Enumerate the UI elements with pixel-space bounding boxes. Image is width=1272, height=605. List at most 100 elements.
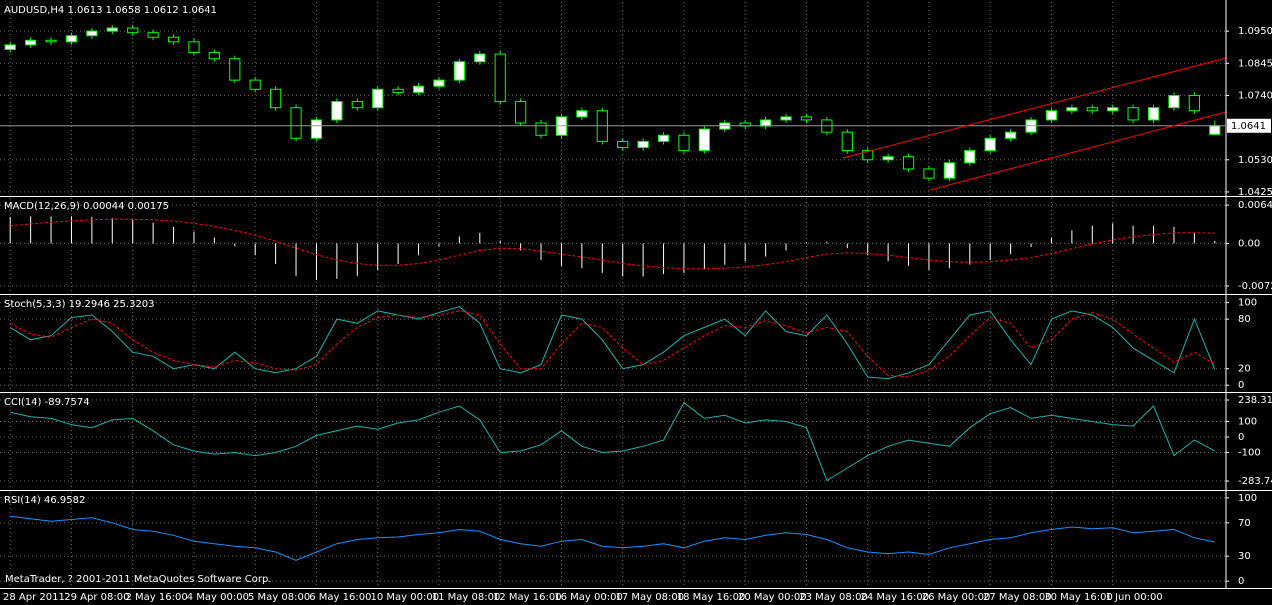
y-tick-label: 100 (1238, 493, 1257, 504)
candle-body (290, 107, 302, 139)
candle-body (1005, 131, 1017, 139)
indicator-line (10, 515, 1215, 561)
channel (842, 57, 1227, 191)
candle-body (943, 162, 955, 179)
candle-body (331, 101, 343, 121)
candle-body (310, 119, 323, 139)
candle-body (1168, 94, 1180, 109)
y-tick-label: -100 (1238, 448, 1261, 459)
x-tick-label: 27 May 08:00 (983, 592, 1052, 603)
candle-body (882, 156, 894, 161)
candle-body (657, 134, 670, 142)
y-tick-label: 100 (1238, 416, 1257, 427)
x-tick-label: 24 May 16:00 (861, 592, 930, 603)
annotation: MetaTrader, ? 2001-2011 MetaQuotes Softw… (5, 574, 271, 585)
candle-body (902, 156, 915, 170)
candle-body (270, 88, 282, 109)
x-tick-label: 30 May 16:00 (1044, 592, 1113, 603)
panel-title: Stoch(5,3,3) 19.2946 25.3203 (4, 299, 155, 310)
grid-layer (0, 2, 1225, 587)
candle-body (984, 137, 996, 152)
y-tick-label: 1.0845 (1238, 58, 1272, 69)
x-tick-label: 16 May 00:00 (554, 592, 623, 603)
channel-line (929, 111, 1227, 191)
candle-body (637, 140, 649, 149)
candle-body (1045, 110, 1058, 121)
candle-body (249, 79, 261, 90)
x-tick-label: 10 May 00:00 (371, 592, 440, 603)
y-tick-label: 1.0425 (1238, 187, 1272, 198)
y-tick-label: 0 (1238, 432, 1244, 443)
candle-body (453, 61, 465, 81)
y-tick-label: 0 (1238, 380, 1244, 391)
x-tick-label: 26 May 00:00 (922, 592, 991, 603)
price-label-box (1227, 118, 1271, 133)
candle-body (45, 39, 57, 43)
indicator-line (9, 306, 1216, 380)
x-tick-label: 5 May 08:00 (248, 592, 310, 603)
candle-body (25, 39, 37, 46)
candle-body (392, 88, 404, 93)
x-tick-label: 6 May 16:00 (309, 592, 371, 603)
candle-body (167, 36, 180, 43)
y-tick-label: 1.0740 (1238, 90, 1272, 101)
candle-body (412, 85, 425, 93)
candle-body (188, 41, 200, 54)
y-tick-label: -283.745 (1238, 476, 1272, 487)
x-tick-label: 12 May 16:00 (493, 592, 562, 603)
price-label: 1.0641 (1231, 121, 1266, 132)
candle-body (208, 52, 220, 60)
y-tick-label: 1.0950 (1238, 26, 1272, 37)
candle-body (515, 101, 527, 124)
indicator-line (9, 310, 1216, 378)
candle-body (1188, 94, 1200, 112)
candle-body (147, 32, 159, 38)
candle-body (841, 131, 853, 152)
candle-body (576, 110, 588, 118)
y-tick-label: 30 (1238, 551, 1251, 562)
y-tick-label: 0.00 (1238, 238, 1260, 249)
candle-body (1209, 125, 1221, 135)
y-tick-label: 1.0530 (1238, 155, 1272, 166)
candle-body (474, 53, 486, 63)
candle-body (760, 119, 772, 127)
y-tick-label: 20 (1238, 364, 1251, 375)
candle-body (494, 53, 506, 103)
candle-body (964, 150, 976, 164)
candle-body (1066, 107, 1078, 112)
panel-title: MACD(12,26,9) 0.00044 0.00175 (4, 201, 169, 212)
candle-body (780, 116, 792, 121)
y-tick-label: 100 (1238, 298, 1257, 309)
frame-layer (0, 0, 1272, 589)
candle-body (106, 27, 118, 32)
candle-body (86, 30, 98, 37)
panel-title: RSI(14) 46.9582 (4, 495, 85, 506)
indicator-line (10, 218, 1215, 270)
y-tick-label: 70 (1238, 518, 1251, 529)
x-tick-label: 23 May 08:00 (799, 592, 868, 603)
candle-body (1086, 107, 1098, 112)
candle-body (4, 44, 16, 50)
candle-body (372, 88, 384, 109)
x-tick-label: 29 Apr 08:00 (64, 592, 129, 603)
channel-line (842, 57, 1227, 159)
y-tick-label: -0.0072 (1238, 281, 1272, 292)
x-tick-label: 1 Jun 00:00 (1106, 592, 1163, 603)
candle-body (862, 150, 874, 161)
y-tick-label: 0.00649 (1238, 200, 1272, 211)
candle-body (678, 134, 690, 152)
candle-body (1107, 107, 1119, 112)
candle-body (229, 58, 241, 81)
x-tick-label: 2 May 16:00 (126, 592, 188, 603)
x-tick-label: 28 Apr 2011 (3, 592, 65, 603)
candle-body (127, 27, 139, 34)
candle-body (1127, 107, 1139, 121)
y-tick-label: 0 (1238, 576, 1244, 587)
x-tick-label: 4 May 00:00 (187, 592, 249, 603)
x-tick-label: 20 May 00:00 (738, 592, 807, 603)
candle-body (800, 116, 813, 121)
candle-body (433, 79, 445, 87)
panel-title: CCI(14) -89.7574 (4, 397, 90, 408)
candle-body (923, 168, 935, 179)
